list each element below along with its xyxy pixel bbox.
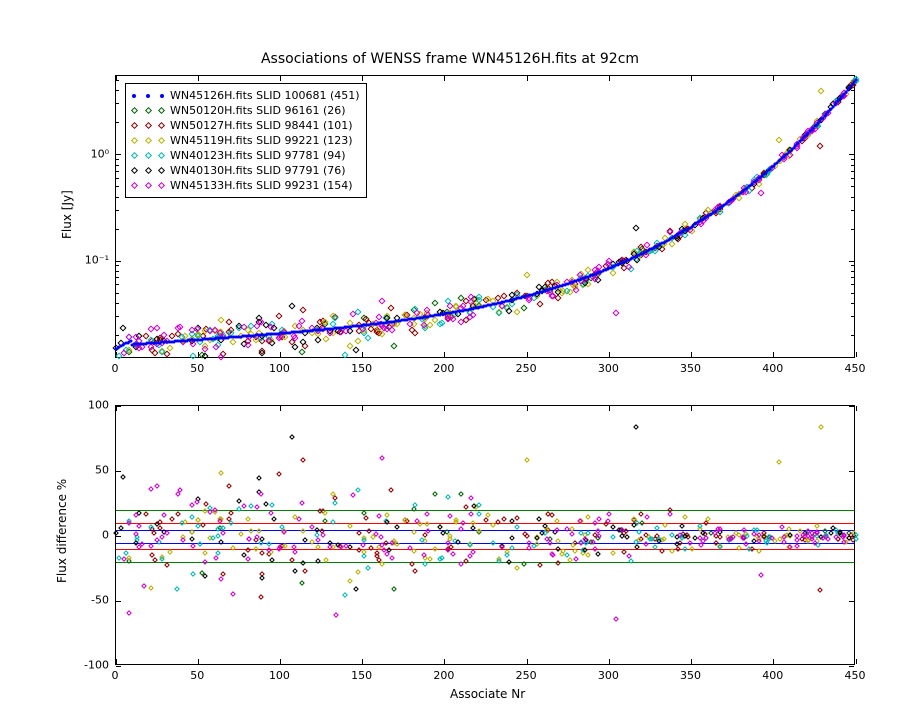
y-tick-label: -100 [79, 659, 109, 672]
x-tick-label: 250 [516, 669, 537, 682]
legend-item: WN45119H.fits SLID 99221 (123) [132, 133, 360, 148]
x-tick-label: 250 [516, 362, 537, 375]
y-tick-label: 100 [79, 399, 109, 412]
legend-item: WN45126H.fits SLID 100681 (451) [132, 88, 360, 103]
x-tick-label: 0 [112, 362, 119, 375]
x-tick-label: 100 [269, 669, 290, 682]
legend-label: WN40130H.fits SLID 97791 (76) [170, 164, 346, 177]
x-tick-label: 350 [680, 362, 701, 375]
bottom-y-axis-label: Flux difference % [55, 479, 69, 583]
x-tick-label: 450 [845, 362, 866, 375]
figure: Associations of WENSS frame WN45126H.fit… [0, 0, 900, 720]
legend-item: WN40130H.fits SLID 97791 (76) [132, 163, 360, 178]
legend-label: WN50127H.fits SLID 98441 (101) [170, 119, 353, 132]
y-tick-label: -50 [79, 594, 109, 607]
top-y-axis-label: Flux [Jy] [60, 190, 74, 239]
y-tick-label: 10⁻¹ [79, 254, 109, 267]
x-tick-label: 400 [762, 362, 783, 375]
legend-item: WN50120H.fits SLID 96161 (26) [132, 103, 360, 118]
x-tick-label: 100 [269, 362, 290, 375]
x-tick-label: 50 [190, 362, 204, 375]
y-tick-label: 0 [79, 529, 109, 542]
x-tick-label: 50 [190, 669, 204, 682]
reference-line [116, 523, 854, 524]
x-tick-label: 350 [680, 669, 701, 682]
x-tick-label: 200 [433, 362, 454, 375]
legend-item: WN50127H.fits SLID 98441 (101) [132, 118, 360, 133]
x-tick-label: 150 [351, 362, 372, 375]
x-tick-label: 300 [598, 362, 619, 375]
legend-item: WN40123H.fits SLID 97781 (94) [132, 148, 360, 163]
x-tick-label: 450 [845, 669, 866, 682]
legend-label: WN40123H.fits SLID 97781 (94) [170, 149, 346, 162]
reference-line [116, 549, 854, 550]
chart-title: Associations of WENSS frame WN45126H.fit… [0, 51, 900, 67]
y-tick-label: 10⁰ [79, 147, 109, 160]
flux-scatter-plot: WN45126H.fits SLID 100681 (451) WN50120H.… [115, 75, 855, 358]
x-tick-label: 0 [112, 669, 119, 682]
legend-item: WN45133H.fits SLID 99231 (154) [132, 178, 360, 193]
legend-label: WN45126H.fits SLID 100681 (451) [170, 89, 360, 102]
x-tick-label: 300 [598, 669, 619, 682]
y-tick-label: 50 [79, 464, 109, 477]
x-tick-label: 400 [762, 669, 783, 682]
x-tick-label: 150 [351, 669, 372, 682]
reference-line [116, 510, 854, 511]
legend-label: WN45133H.fits SLID 99231 (154) [170, 179, 353, 192]
legend-label: WN45119H.fits SLID 99221 (123) [170, 134, 353, 147]
reference-line [116, 562, 854, 563]
x-tick-label: 200 [433, 669, 454, 682]
flux-difference-plot [115, 405, 855, 665]
legend: WN45126H.fits SLID 100681 (451) WN50120H.… [125, 83, 367, 198]
x-axis-label: Associate Nr [450, 687, 525, 701]
legend-label: WN50120H.fits SLID 96161 (26) [170, 104, 346, 117]
